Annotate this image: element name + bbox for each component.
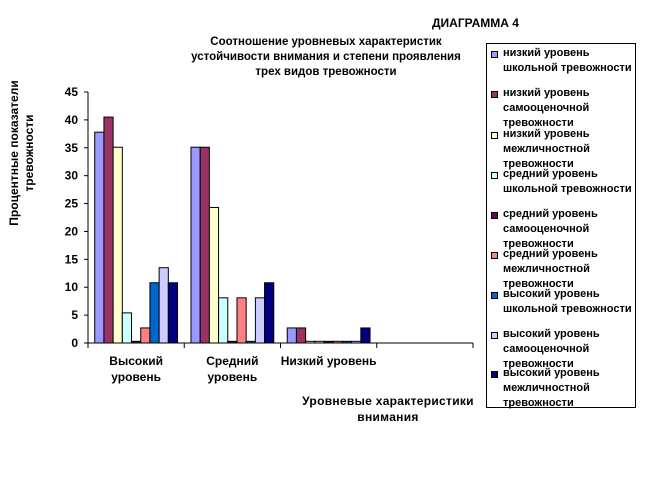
legend-label-line: средний уровень (503, 208, 598, 220)
bar (208, 206, 220, 344)
x-tick-label: уровень (111, 370, 161, 384)
legend-label-line: школьной тревожности (503, 303, 632, 315)
y-tick-label: 0 (71, 336, 78, 350)
legend-label-line: низкий уровень (503, 87, 590, 99)
legend-label: средний уровень межличностной тревожности (503, 247, 639, 292)
bar (103, 116, 114, 344)
bar (360, 327, 371, 344)
legend-label-line: тревожности (503, 158, 574, 170)
bar (236, 297, 247, 344)
x-axis-label: Уровневые характеристики внимания (280, 393, 496, 425)
legend-swatch (491, 91, 498, 98)
bar (94, 131, 105, 344)
bar (199, 146, 210, 344)
legend-label-line: межличностной (503, 143, 590, 155)
bar (286, 327, 297, 344)
legend-swatch (491, 371, 498, 378)
legend-label-line: тревожности (503, 358, 574, 370)
x-tick-label: уровень (208, 370, 258, 384)
chart-title-line: устойчивости внимания и степени проявлен… (191, 51, 461, 63)
legend-swatch (491, 51, 498, 58)
chart-title: Соотношение уровневых характеристик усто… (180, 35, 472, 80)
x-tick-label: Низкий уровень (281, 354, 377, 368)
bar (295, 327, 307, 344)
legend-label: низкий уровень самооценочной тревожности (503, 86, 639, 131)
y-tick-label: 30 (65, 169, 79, 183)
legend-label-line: школьной тревожности (503, 183, 632, 195)
y-tick-label: 15 (65, 252, 79, 266)
legend-label-line: высокий уровень (503, 288, 600, 300)
legend-swatch (491, 252, 498, 259)
legend-label: средний уровень школьной тревожности (503, 167, 639, 197)
legend-label-line: низкий уровень (503, 47, 590, 59)
bar (264, 282, 275, 344)
x-axis-label-line: внимания (357, 410, 419, 424)
legend-label-line: тревожности (503, 397, 574, 409)
legend-label: низкий уровень межличностной тревожности (503, 127, 639, 172)
y-tick-label: 10 (65, 280, 79, 294)
legend-label-line: средний уровень (503, 168, 598, 180)
legend-label-line: тревожности (503, 117, 574, 129)
bar (254, 297, 266, 344)
legend-label-line: школьной тревожности (503, 62, 632, 74)
legend-label: высокий уровень школьной тревожности (503, 287, 639, 317)
y-tick-label: 20 (65, 224, 79, 238)
legend-label-line: самооценочной (503, 102, 590, 114)
chart-title-line: трех видов тревожности (255, 66, 397, 78)
x-tick-label: Высокий (109, 354, 163, 368)
legend-label-line: тревожности (503, 238, 574, 250)
x-tick-label: Средний (206, 354, 258, 368)
chart-title-line: Соотношение уровневых характеристик (210, 36, 442, 48)
bar (167, 282, 179, 344)
legend-swatch (491, 332, 498, 339)
legend-label-line: низкий уровень (503, 128, 590, 140)
bar (121, 312, 133, 344)
legend-label-line: высокий уровень (503, 367, 600, 379)
legend-label: высокий уровень межличностной тревожности (503, 366, 639, 411)
bar (158, 267, 169, 344)
legend-label-line: межличностной (503, 263, 590, 275)
bar (149, 282, 160, 344)
legend-swatch (491, 172, 498, 179)
legend-label-line: тревожности (503, 278, 574, 290)
y-tick-label: 45 (65, 85, 79, 99)
legend-label: средний уровень самооценочной тревожности (503, 207, 639, 252)
legend-swatch (491, 212, 498, 219)
legend-swatch (491, 292, 498, 299)
y-tick-label: 35 (65, 141, 79, 155)
bar (140, 327, 151, 344)
y-tick-label: 5 (71, 308, 78, 322)
x-axis-label-line: Уровневые характеристики (302, 394, 474, 408)
legend-label-line: самооценочной (503, 223, 590, 235)
diagram-label: ДИАГРАММА 4 (432, 16, 519, 30)
bar (112, 146, 123, 344)
y-tick-label: 40 (65, 113, 79, 127)
legend-swatch (491, 132, 498, 139)
legend-label: высокий уровень самооценочной тревожности (503, 327, 639, 372)
chart-legend: низкий уровень школьной тревожности низкий… (486, 43, 639, 411)
legend-label-line: межличностной (503, 382, 590, 394)
legend-label-line: средний уровень (503, 248, 598, 260)
bar (218, 297, 229, 344)
legend-label: низкий уровень школьной тревожности (503, 46, 639, 76)
legend-label-line: самооценочной (503, 343, 590, 355)
legend-label-line: высокий уровень (503, 328, 600, 340)
bar (190, 146, 201, 344)
y-tick-label: 25 (65, 197, 79, 211)
